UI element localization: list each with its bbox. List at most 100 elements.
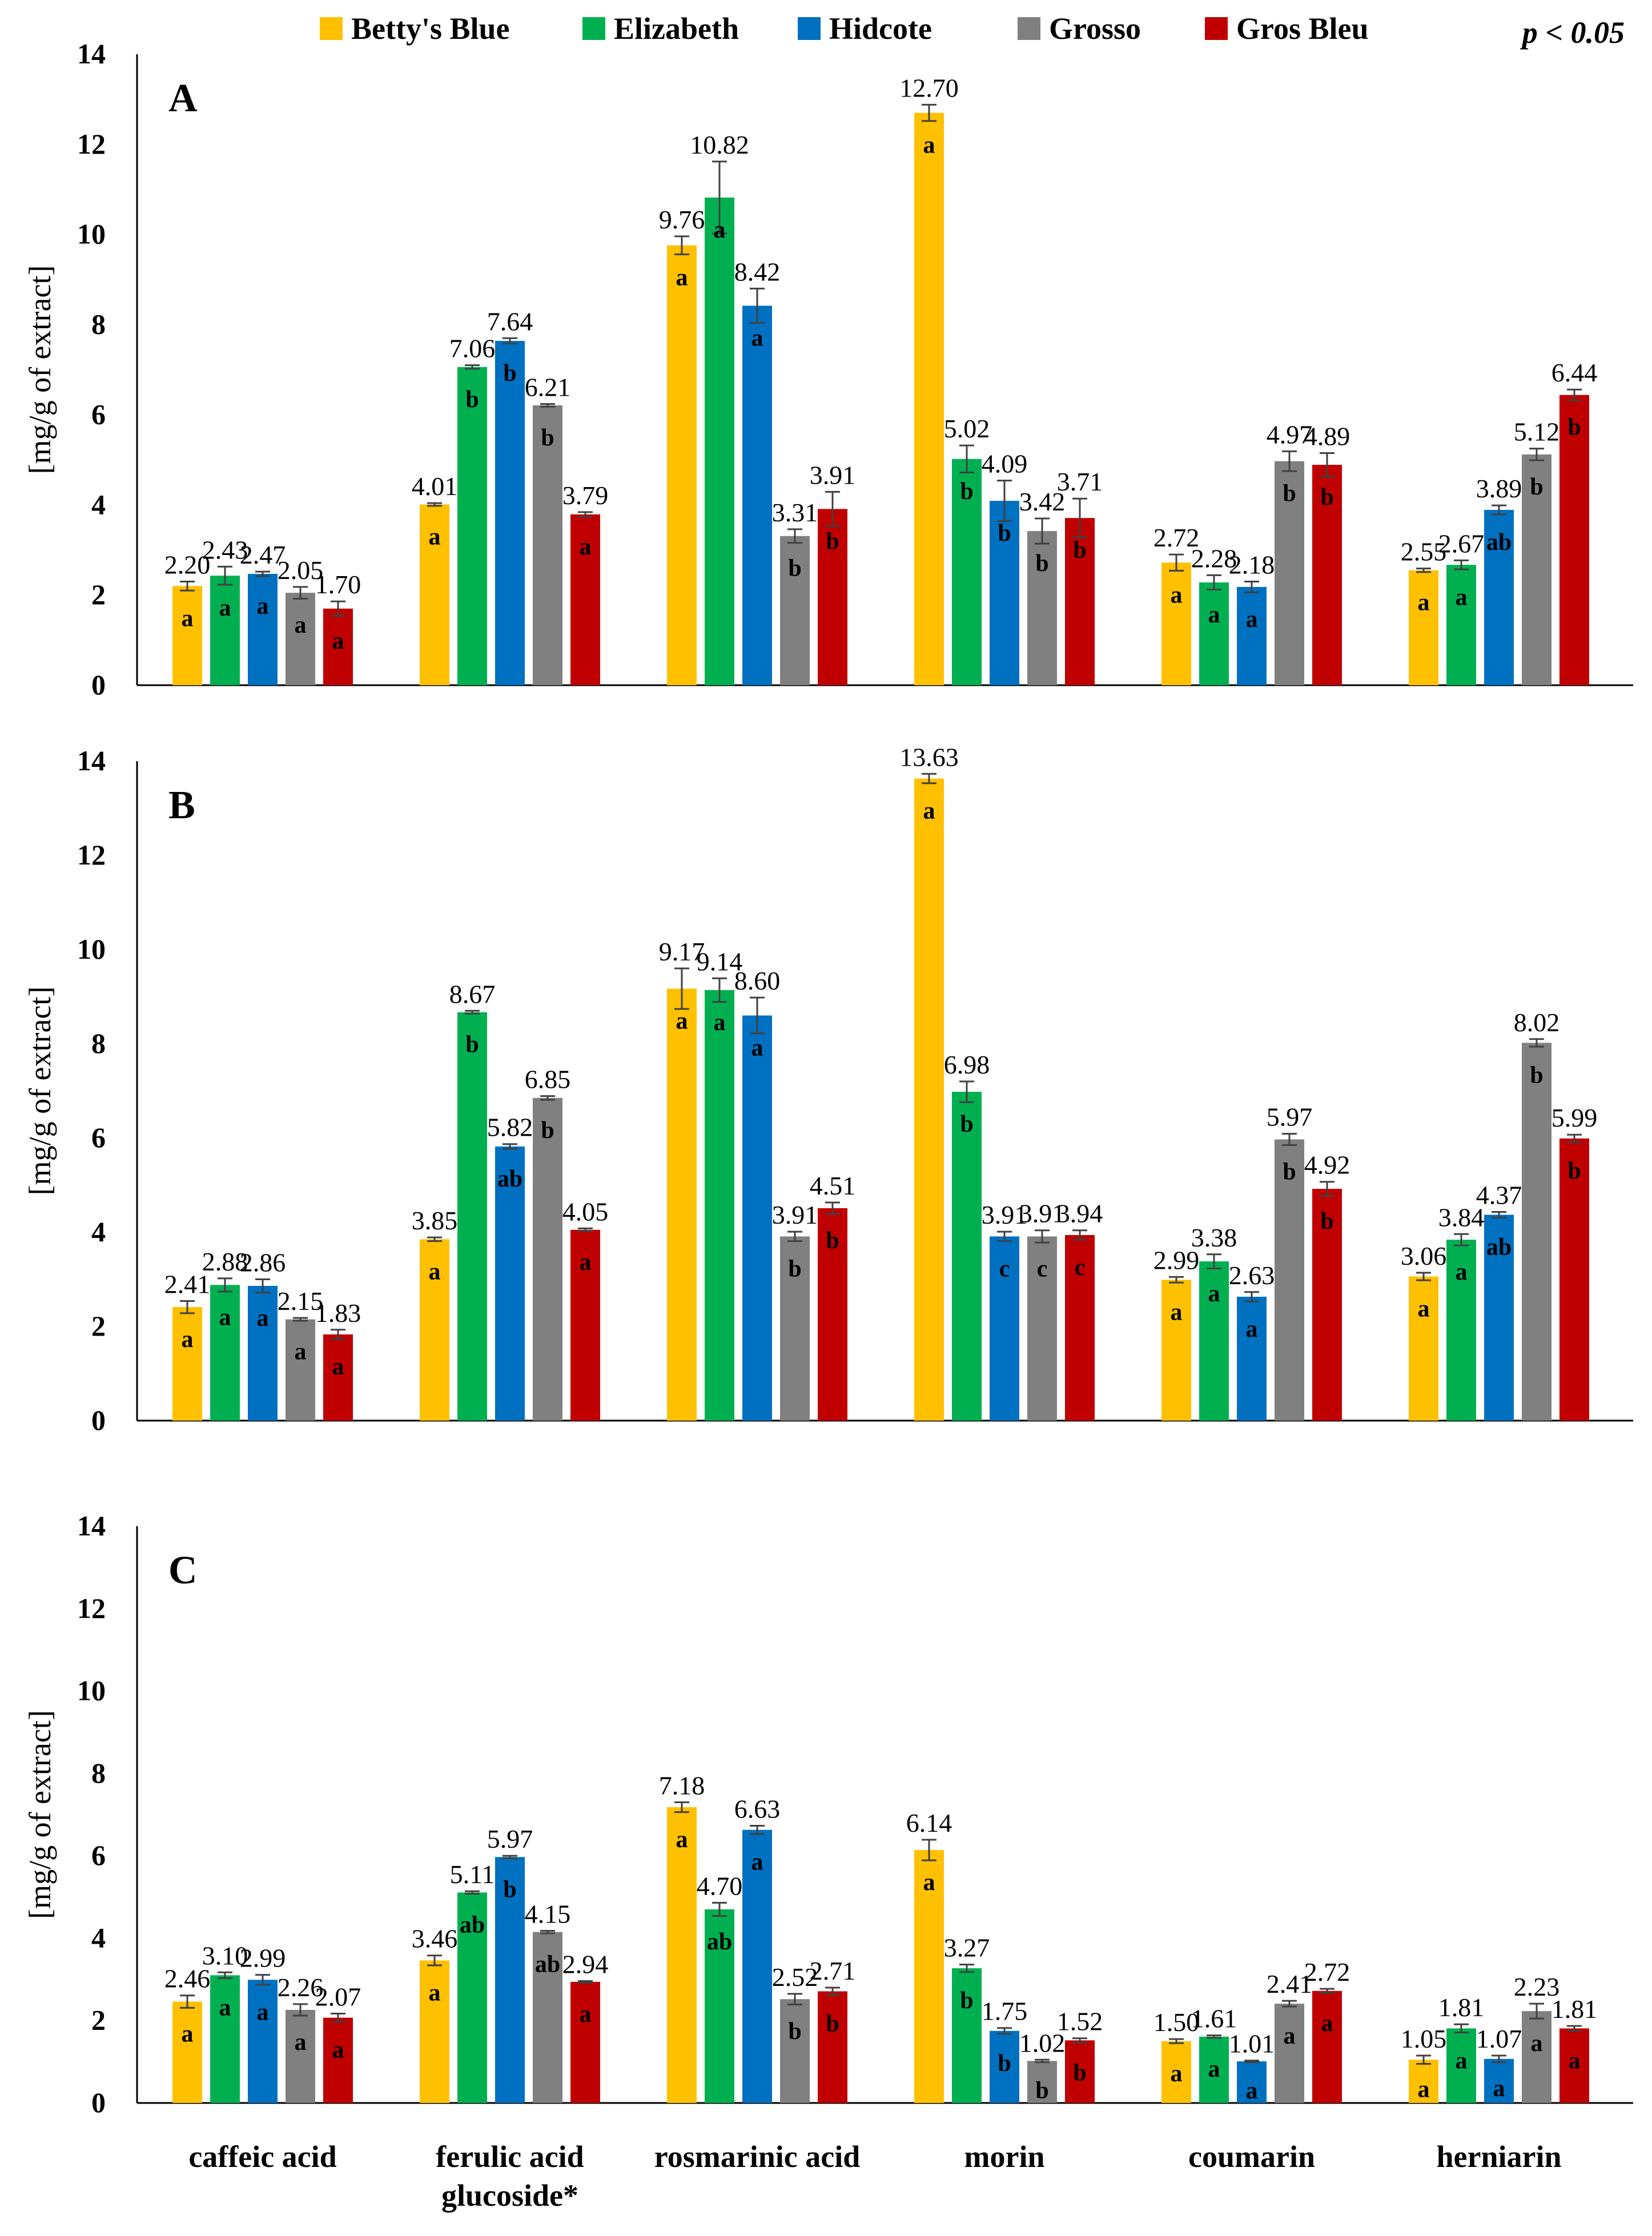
significance-letter: a: [751, 325, 763, 351]
category-axis-labels: caffeic acid ferulic acid glucoside* rosmar…: [188, 2140, 1561, 2213]
data-label: 2.71: [810, 1956, 856, 1985]
significance-letter: a: [1171, 582, 1183, 608]
legend-item: Betty's Blue: [320, 11, 510, 46]
significance-letter: b: [1073, 537, 1086, 564]
significance-letter: b: [998, 520, 1011, 546]
bar: [742, 1015, 772, 1421]
significance-letter: c: [1075, 1254, 1086, 1281]
data-label: 10.82: [690, 130, 749, 159]
significance-letter: c: [1037, 1256, 1048, 1282]
bar: [705, 990, 734, 1421]
bar: [990, 1236, 1019, 1421]
bar: [667, 1807, 697, 2103]
significance-letter: ab: [707, 1929, 732, 1955]
bar: [570, 1981, 600, 2103]
y-tick-label: 2: [91, 2004, 106, 2036]
category-label: morin: [964, 2140, 1045, 2174]
significance-letter: b: [960, 1988, 973, 2014]
significance-letter: b: [1530, 1062, 1543, 1088]
bar: [990, 501, 1019, 685]
significance-letter: a: [1208, 602, 1220, 628]
bar: [818, 1991, 847, 2103]
bar: [570, 514, 600, 685]
y-tick-label: 4: [91, 1921, 106, 1953]
bar: [1409, 1276, 1438, 1421]
y-axis-label: [mg/g of extract]: [23, 266, 57, 474]
data-label: 1.70: [315, 570, 361, 599]
data-label: 1.81: [1551, 1994, 1598, 2024]
data-label: 2.67: [1438, 529, 1485, 558]
data-label: 2.88: [202, 1247, 248, 1276]
bar: [1409, 570, 1438, 685]
data-label: 2.86: [240, 1248, 286, 1277]
bar: [495, 340, 525, 685]
bar: [1522, 454, 1551, 685]
data-label: 1.01: [1229, 2029, 1275, 2058]
significance-letter: a: [1418, 2076, 1430, 2102]
data-label: 2.72: [1153, 523, 1200, 552]
data-label: 6.63: [734, 1794, 781, 1823]
y-tick-label: 2: [91, 1310, 106, 1342]
bar: [172, 2001, 202, 2103]
legend-swatch: [1205, 17, 1228, 40]
data-label: 6.44: [1551, 358, 1598, 387]
category-label: caffeic acid: [188, 2140, 336, 2174]
data-label: 3.38: [1191, 1223, 1237, 1252]
data-label: 5.11: [450, 1860, 495, 1889]
significance-letter: a: [1418, 590, 1430, 616]
bar: [780, 1236, 810, 1421]
bar: [210, 1285, 240, 1421]
bar: [1559, 2028, 1589, 2103]
significance-letter: a: [676, 265, 688, 291]
bar: [248, 574, 278, 685]
data-label: 3.79: [562, 481, 609, 510]
bar: [1199, 582, 1229, 685]
category-label: glucoside*: [441, 2178, 578, 2213]
significance-letter: a: [182, 1326, 194, 1353]
significance-letter: a: [332, 1354, 344, 1380]
data-label: 3.91: [1019, 1199, 1066, 1228]
bar: [1161, 562, 1191, 685]
data-label: 2.55: [1401, 537, 1447, 566]
category-label: rosmarinic acid: [654, 2140, 860, 2174]
legend-label: Hidcote: [829, 11, 932, 46]
bar: [1312, 465, 1342, 685]
bar: [914, 112, 944, 685]
y-tick-label: 6: [91, 1121, 106, 1153]
significance-letter: a: [219, 595, 231, 621]
bar: [1027, 531, 1057, 685]
legend-item: Grosso: [1018, 11, 1141, 46]
bar: [1237, 586, 1267, 685]
data-label: 4.15: [525, 1899, 571, 1928]
significance-letter: a: [1456, 1259, 1468, 1285]
bar: [286, 593, 315, 685]
bar: [818, 509, 847, 685]
data-label: 1.75: [982, 1997, 1028, 2026]
significance-letter: a: [676, 1827, 688, 1853]
y-tick-label: 12: [77, 128, 106, 160]
significance-letter: a: [295, 2029, 307, 2056]
significance-letter: a: [1456, 584, 1468, 610]
significance-letter: a: [1569, 2048, 1581, 2074]
legend-swatch: [582, 17, 605, 40]
data-label: 3.89: [1476, 474, 1522, 503]
significance-letter: a: [923, 1869, 935, 1896]
significance-letter: a: [1246, 2078, 1258, 2104]
data-label: 2.23: [1514, 1972, 1560, 2001]
bar: [1446, 565, 1476, 685]
significance-letter: b: [541, 425, 554, 451]
significance-letter: a: [1246, 606, 1258, 633]
category-label: coumarin: [1188, 2140, 1315, 2174]
significance-letter: ab: [1486, 1234, 1512, 1260]
y-tick-label: 10: [77, 1675, 106, 1707]
significance-letter: a: [923, 798, 935, 825]
y-tick-label: 6: [91, 398, 106, 430]
data-label: 2.47: [240, 540, 286, 569]
data-label: 2.18: [1229, 550, 1275, 579]
bar: [286, 1319, 315, 1421]
bar: [457, 367, 487, 685]
significance-letter: b: [1567, 415, 1581, 441]
y-tick-label: 10: [77, 218, 106, 250]
